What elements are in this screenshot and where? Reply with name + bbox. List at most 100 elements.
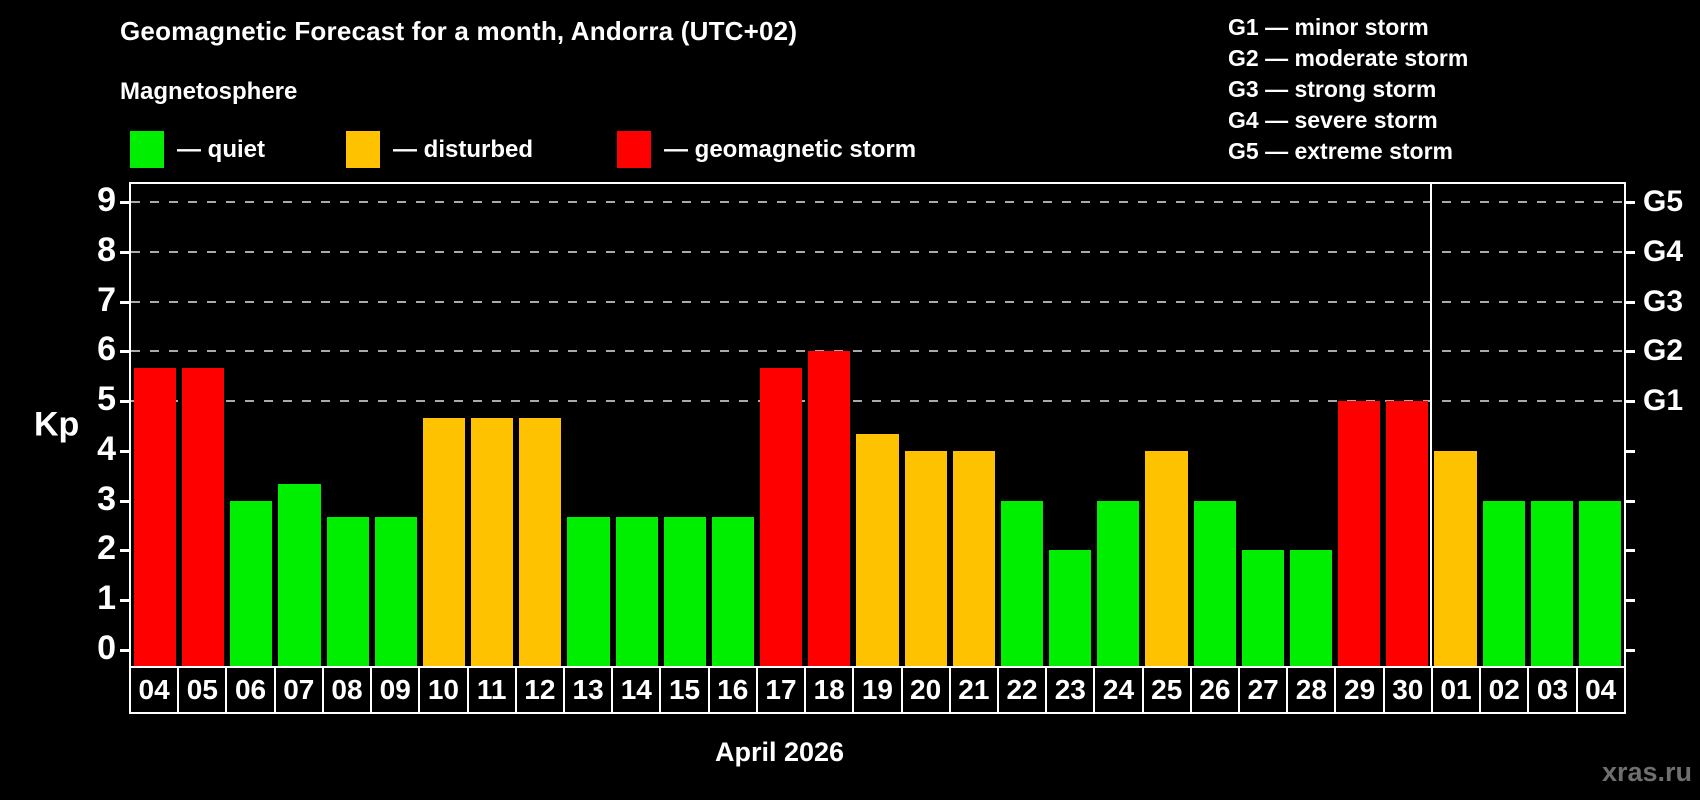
disturbed-swatch [346,131,380,168]
date-cell: 07 [276,668,324,712]
y-axis-tick-right [1626,549,1635,553]
kp-bar [1386,401,1429,666]
storm-swatch [617,131,651,168]
g-scale-legend: G1 — minor storm G2 — moderate storm G3 … [1228,12,1468,167]
date-cell: 23 [1047,668,1096,712]
gridline-kp9 [131,200,1624,203]
kp-bar [856,434,899,666]
y-axis-tick-right [1626,499,1635,503]
y-tick-label: 7 [97,280,116,319]
y-axis-title: Kp [34,405,80,444]
kp-bar [422,417,466,666]
date-axis-row: 04 05 06 07 08 09 10 11 12 13 14 15 16 17 18 19 20 21 22 23… [129,666,1626,714]
chart-subtitle: Magnetosphere [120,78,298,105]
y-tick-label: 0 [97,629,116,668]
date-cell: 15 [661,668,710,712]
date-cell: 26 [1192,668,1241,712]
date-cell: 08 [324,668,373,712]
x-axis-title: April 2026 [714,737,845,767]
kp-bar [278,484,321,666]
date-cell: 10 [420,668,469,712]
y-tick-label: 4 [97,429,116,468]
y-tick-label: 9 [97,180,116,219]
plot-area [129,182,1626,668]
y-axis-tick-right [1626,350,1635,354]
kp-bar [1578,500,1621,666]
date-cell: 24 [1095,668,1144,712]
gridline-kp8 [131,250,1624,253]
quiet-swatch [130,131,164,168]
y-axis-tick-left [120,400,129,404]
kp-bar [760,367,803,666]
kp-bar [182,367,225,666]
y-axis-tick-left [120,200,129,204]
kp-bar [1145,450,1188,666]
y-axis-tick-left [120,649,129,653]
kp-bar [1482,500,1525,666]
g-legend-line-g4: G4 — severe storm [1228,107,1438,133]
kp-bar [808,351,851,666]
y-axis-tick-right [1626,449,1635,453]
month-separator-line [1430,184,1433,666]
date-cell: 25 [1144,668,1192,712]
chart-title: Geomagnetic Forecast for a month, Andorr… [120,16,798,46]
kp-bar [1193,500,1236,666]
y-tick-label: 6 [97,330,116,369]
y-axis-tick-left [120,300,129,304]
y-axis-tick-left [120,350,129,354]
g-legend-line-g1: G1 — minor storm [1228,14,1429,40]
kp-bar [1338,401,1381,666]
y-tick-label: 1 [97,579,116,618]
gridline-kp6 [131,350,1624,353]
legend-item-storm: — geomagnetic storm [617,131,916,168]
legend-label-storm: — geomagnetic storm [664,135,917,163]
date-cell: 03 [1529,668,1578,712]
kp-bar [663,517,706,666]
y-axis-tick-left [120,250,129,254]
kp-bar [952,450,995,666]
y-axis-tick-right [1626,250,1635,254]
date-cell: 01 [1433,668,1482,712]
kp-bar [615,517,658,666]
date-cell: 21 [951,668,999,712]
y-axis-tick-right [1626,200,1635,204]
y-axis-tick-right [1626,400,1635,404]
date-cell: 13 [565,668,614,712]
g-scale-label-g5: G5 [1643,184,1684,218]
kp-bar [711,517,755,666]
y-axis-tick-left [120,499,129,503]
kp-bar [519,417,562,666]
kp-bar [1434,450,1477,666]
kp-bar [1097,500,1140,666]
date-cell: 12 [517,668,565,712]
date-cell: 11 [469,668,517,712]
date-cell: 14 [613,668,662,712]
date-cell: 19 [854,668,903,712]
kp-bar [1241,550,1284,666]
kp-bar [1000,500,1044,666]
kp-bar [567,517,610,666]
legend-item-quiet: — quiet [130,131,265,168]
date-cell: 18 [806,668,855,712]
legend-label-quiet: — quiet [177,135,265,163]
y-tick-label: 2 [97,529,116,568]
gridline-kp7 [131,300,1624,303]
kp-bar [1049,550,1092,666]
g-legend-line-g3: G3 — strong storm [1228,76,1437,102]
y-tick-label: 5 [97,380,116,419]
y-axis-tick-left [120,549,129,553]
kp-bar [1530,500,1573,666]
date-cell: 09 [372,668,421,712]
date-cell: 16 [710,668,758,712]
date-cell: 02 [1481,668,1530,712]
g-scale-label-g1: G1 [1643,384,1684,418]
kp-bar [1289,550,1333,666]
legend-label-disturbed: — disturbed [393,135,534,163]
y-axis-tick-right [1626,300,1635,304]
kp-bar [326,517,369,666]
date-cell: 04 [131,668,180,712]
date-cell: 04 [1585,674,1617,705]
y-tick-label: 8 [97,230,116,269]
date-cell: 05 [179,668,228,712]
